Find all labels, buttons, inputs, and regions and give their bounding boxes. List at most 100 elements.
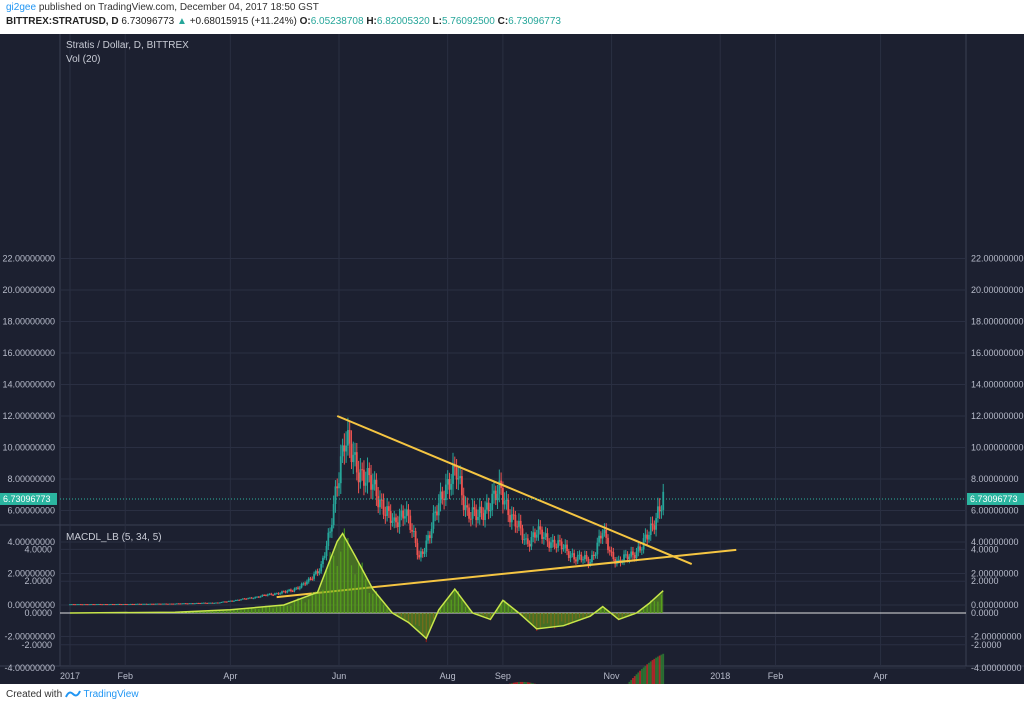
candle-body (567, 551, 570, 558)
candle-body (184, 603, 187, 605)
candle-body (265, 595, 267, 597)
macd-tick-label-left: 0.0000 (24, 608, 52, 618)
candle-body (345, 445, 348, 452)
symbol-label: BITTREX:STRATUSD, D (6, 16, 119, 27)
candle-body (375, 479, 378, 497)
candle-body (216, 602, 219, 604)
candle-body (211, 602, 214, 604)
candle-body (348, 430, 351, 444)
volume-bar (651, 660, 654, 684)
candle-body (455, 467, 458, 480)
candle-body (232, 600, 235, 602)
candle-body (170, 603, 173, 605)
volume-bar (521, 681, 524, 684)
candle-body (564, 544, 567, 549)
candle-body (111, 604, 114, 606)
candle-body (660, 509, 663, 512)
candle-body (404, 516, 406, 519)
candle-body (393, 517, 396, 521)
candle-body (154, 603, 157, 605)
y-tick-label-left: 8.00000000 (7, 474, 55, 484)
candle-body (582, 559, 584, 561)
tradingview-link[interactable]: TradingView (83, 689, 139, 700)
candle-body (168, 603, 171, 605)
volume-bar (528, 682, 531, 684)
candle-body (135, 603, 137, 605)
candle-body (516, 526, 519, 528)
candle-body (452, 465, 454, 484)
candle-body (188, 603, 191, 605)
chart-title: Stratis / Dollar, D, BITTREX (66, 40, 189, 51)
candle-body (83, 604, 86, 606)
candle-body (70, 604, 73, 606)
candle-body (425, 540, 428, 553)
candle-body (477, 516, 479, 521)
candle-body (282, 591, 285, 593)
candle-body (281, 591, 283, 594)
candle-body (227, 601, 230, 603)
candle-body (81, 604, 84, 606)
y-tick-label-left: 12.00000000 (2, 411, 55, 421)
candle-body (149, 603, 152, 605)
candle-body (113, 604, 116, 606)
candle-body (573, 553, 576, 560)
candle-body (428, 535, 431, 539)
candle-body (480, 506, 483, 514)
x-tick-label: 2017 (60, 671, 80, 681)
candle-body (350, 443, 353, 463)
candle-body (507, 499, 510, 516)
candle-body (165, 603, 168, 605)
candle-body (297, 587, 299, 589)
last-price-tag-right-bg (967, 492, 1024, 505)
candle-body (576, 555, 579, 562)
y-tick-label-right: 14.00000000 (971, 380, 1024, 390)
candle-body (409, 515, 412, 530)
candle-body (639, 546, 641, 551)
candle-body (86, 604, 89, 606)
candle-body (254, 596, 257, 599)
trendline-resistance[interactable] (336, 415, 693, 565)
chart-area[interactable]: 22.00000000 22.00000000 20.00000000 20.0000… (0, 34, 1024, 684)
candle-body (484, 509, 486, 521)
volume-bar (510, 683, 513, 684)
candle-body (320, 564, 323, 572)
y-tick-label-right: 6.00000000 (971, 506, 1019, 516)
candle-body (596, 542, 599, 555)
candle-body (386, 506, 388, 516)
candle-body (482, 513, 485, 521)
username-link[interactable]: gi2gee (6, 2, 37, 13)
candle-body (161, 603, 164, 605)
candle-body (140, 603, 143, 605)
candle-body (259, 596, 262, 598)
candle-body (450, 483, 453, 490)
candle-body (361, 469, 364, 471)
candle-body (118, 603, 121, 605)
candle-body (608, 549, 611, 552)
y-tick-label-right: -4.00000000 (971, 663, 1022, 673)
open-label: O: (299, 16, 311, 27)
candle-body (598, 535, 600, 543)
chart-svg[interactable]: 22.00000000 22.00000000 20.00000000 20.0000… (0, 34, 1024, 684)
y-tick-label-right: 12.00000000 (971, 411, 1024, 421)
candle-body (589, 562, 592, 565)
candle-body (370, 475, 372, 490)
candle-body (300, 583, 303, 588)
candle-body (541, 529, 543, 539)
candle-body (653, 525, 656, 530)
candle-body (245, 598, 248, 600)
y-tick-label-left: 2.00000000 (7, 569, 55, 579)
candle-body (241, 598, 244, 600)
candle-body (601, 533, 604, 539)
candle-body (124, 604, 127, 606)
candle-body (551, 539, 554, 543)
candle-body (298, 587, 301, 589)
candle-body (284, 591, 287, 593)
publish-info: gi2gee published on TradingView.com, Dec… (6, 2, 319, 13)
candle-body (174, 603, 177, 605)
volume-label: Vol (20) (66, 54, 100, 65)
candle-body (293, 588, 296, 592)
candle-body (379, 499, 381, 508)
y-tick-label-left: 4.00000000 (7, 537, 55, 547)
candle-body (607, 537, 609, 550)
candle-body (318, 571, 321, 574)
